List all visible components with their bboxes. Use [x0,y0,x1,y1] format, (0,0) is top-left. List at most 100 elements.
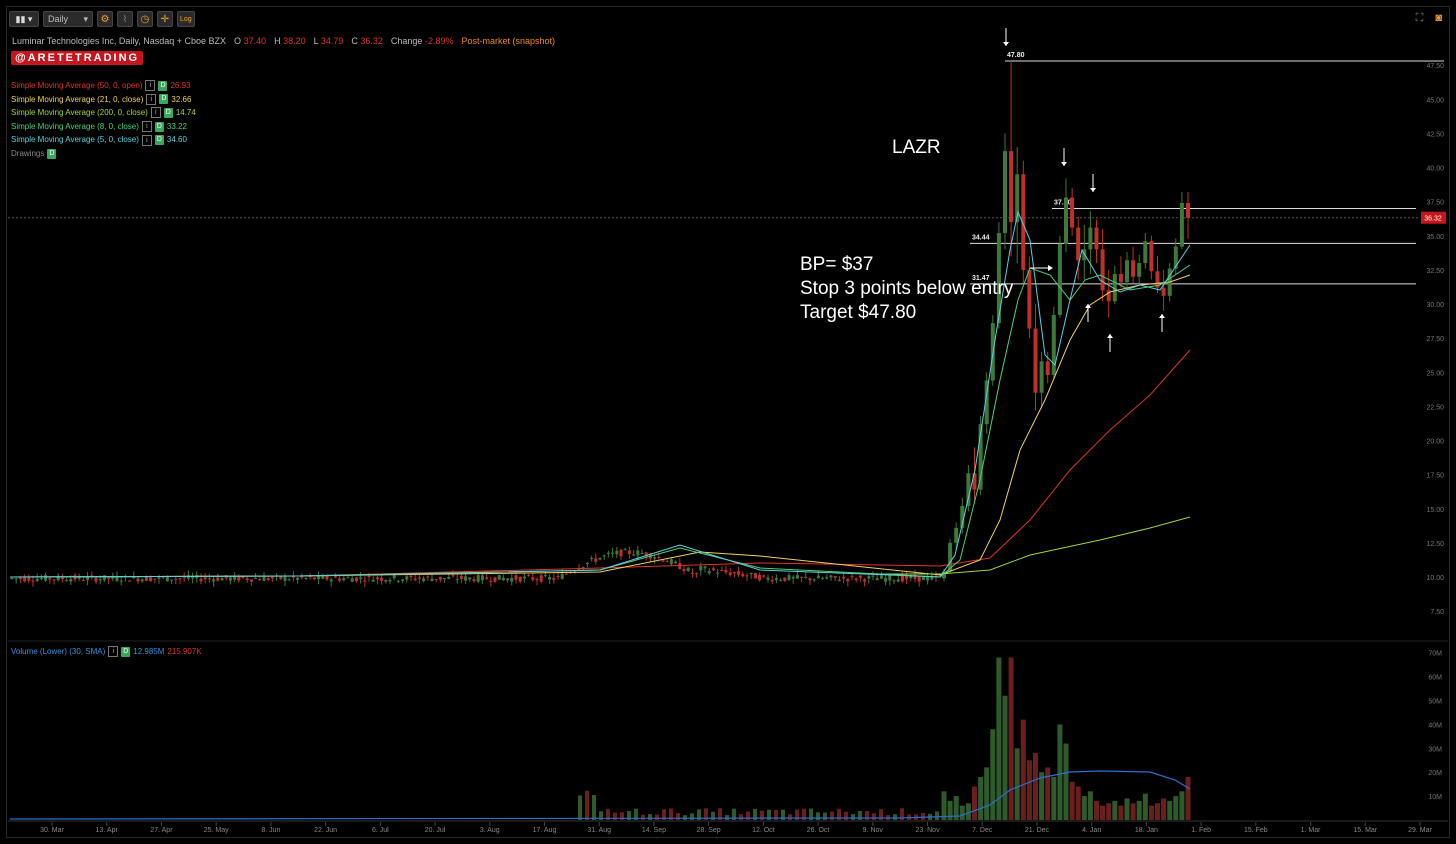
candle-body [485,577,489,580]
candle-body [548,576,552,580]
timeframe-select[interactable]: Daily ▾ [43,11,93,27]
candle-body [510,577,514,582]
info-icon[interactable]: i [146,93,157,105]
expand-icon[interactable]: ⛶ [1415,12,1424,24]
candle-body [165,575,169,582]
volume-bar [641,814,645,820]
candle-body [1027,269,1032,329]
arrow-head-icon [1003,42,1009,46]
candle-body [384,580,388,582]
info-icon[interactable]: i [150,107,161,119]
candles-icon[interactable]: ▮▮ ▾ [9,11,39,27]
d-badge-icon[interactable]: D [154,121,164,132]
study-value: 34.60 [166,135,187,145]
candle-body [858,575,862,578]
moving-average-line [9,349,1191,578]
candle-body [1173,246,1178,269]
drawings-row[interactable]: Drawings D [11,147,196,161]
volume-bar [795,809,799,820]
x-tick-label: 17. Aug [533,827,557,834]
candle-body [996,233,1001,324]
candle-body [984,380,989,425]
volume-bar [953,796,959,820]
camera-icon[interactable]: ◙ [1435,12,1442,24]
volume-bar [774,809,778,820]
candle-body [157,576,161,579]
clock-icon[interactable]: ◷ [137,11,153,27]
x-tick-label: 14. Sep [642,827,666,834]
candle-body [661,560,665,562]
volume-bar [996,657,1002,820]
candle-body [317,575,321,580]
candle-body [564,573,568,575]
candle-body [581,567,585,569]
arrow-head-icon [1085,304,1091,308]
volume-bar [669,808,673,820]
candle-body [1112,273,1117,302]
info-icon[interactable]: i [108,646,119,657]
volume-bar [655,814,659,820]
gear-icon[interactable]: ⚙ [97,11,113,27]
volume-bar [1081,796,1087,820]
candle-body [762,575,766,577]
candle-body [35,578,39,581]
candle-body [745,575,749,577]
volume-sma-line [9,770,1191,820]
candle-body [829,575,833,578]
volume-bar [865,810,869,820]
candle-body [296,577,300,580]
volume-bar [606,808,610,820]
draw-icon[interactable]: ⌇ [117,11,133,27]
candle-body [657,557,661,559]
volume-bar [746,811,750,820]
candle-body [1070,197,1075,228]
study-value: 14.74 [175,108,196,118]
d-badge-icon[interactable]: D [154,135,164,146]
volume-tick-label: 30M [1428,746,1442,753]
d-badge-icon[interactable]: D [47,148,57,159]
crosshair-icon[interactable]: ✛ [157,11,173,27]
volume-label: Volume (Lower) (30, SMA) [11,647,106,656]
candle-body [392,575,396,579]
candle-body [749,572,753,575]
info-icon[interactable]: i [145,80,156,92]
candle-body [199,578,203,582]
candle-body [170,579,174,581]
candle-body [615,550,619,555]
info-icon[interactable]: i [141,134,152,146]
volume-bar [921,812,925,820]
candle-body [905,575,909,580]
candle-body [497,574,501,580]
info-icon[interactable]: i [141,121,152,133]
candle-body [711,568,715,571]
candle-body [585,562,589,565]
candle-body [69,578,73,582]
candle-body [52,579,56,581]
x-tick-label: 18. Jan [1135,827,1158,834]
d-badge-icon[interactable]: D [163,107,173,118]
volume-bar [1045,767,1051,820]
x-tick-label: 31. Aug [587,827,611,834]
log-button[interactable]: Log [177,11,195,27]
candle-body [438,576,442,580]
candle-body [128,580,132,582]
candle-body [304,577,308,579]
volume-tick-label: 60M [1428,675,1442,682]
d-badge-icon[interactable]: D [158,80,168,91]
candle-body [804,576,808,578]
candle-body [401,579,405,582]
x-tick-label: 28. Sep [697,827,721,834]
candle-body [207,578,211,580]
d-badge-icon[interactable]: D [121,646,131,657]
candle-body [359,577,363,579]
candle-body [291,575,295,578]
x-tick-label: 12. Oct [752,827,775,834]
candle-body [522,576,526,579]
d-badge-icon[interactable]: D [159,94,169,105]
